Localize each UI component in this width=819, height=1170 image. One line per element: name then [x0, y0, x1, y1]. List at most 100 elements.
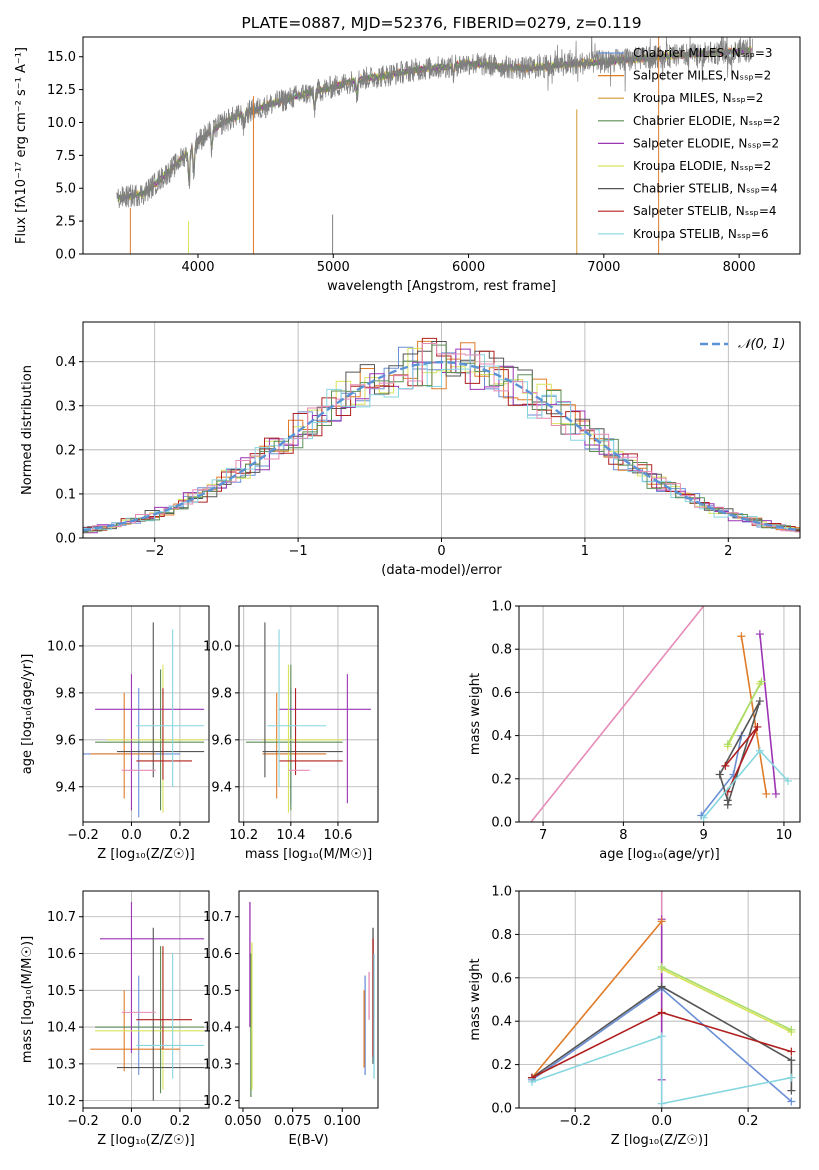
x-axis-label: Z [log₁₀(Z/Z☉)] [97, 847, 194, 862]
weight-marker [757, 677, 766, 686]
y-tick-label: 10.2 [47, 1094, 76, 1109]
y-tick-label: 10.0 [47, 639, 76, 654]
weight-line-0 [530, 606, 705, 822]
legend-entry: Kroupa STELIB, Nₛₛₚ=6 [633, 227, 769, 241]
x-tick-label: 8000 [723, 260, 756, 275]
x-axis-label: mass [log₁₀(M/M☉)] [245, 847, 372, 862]
residual-histogram-5 [83, 337, 800, 531]
age-vs-mass-points [246, 622, 371, 813]
y-tick-label: 0.4 [55, 355, 76, 370]
weight-marker [723, 796, 732, 805]
y-tick-label: 10.0 [203, 639, 232, 654]
y-tick-label: 10.3 [203, 1057, 232, 1072]
x-tick-label: 4000 [181, 260, 214, 275]
weight-marker [771, 789, 780, 798]
y-tick-label: 0.8 [491, 928, 512, 943]
legend: Chabrier MILES, Nₛₛₚ=3 Salpeter MILES, Nₛ… [598, 46, 780, 241]
y-tick-label: 0.0 [491, 816, 512, 831]
x-tick-label: −0.2 [67, 1114, 99, 1129]
residual-histogram-6 [83, 354, 800, 532]
x-tick-label: 10.6 [323, 828, 352, 843]
weight-line-2 [740, 636, 768, 795]
weight-line-4 [661, 968, 792, 1033]
x-tick-label: 10.4 [276, 828, 305, 843]
weight-marker [657, 1099, 666, 1108]
x-tick-label: 9 [700, 828, 708, 843]
weight-marker [787, 1097, 796, 1106]
y-tick-label: 10.4 [203, 1021, 232, 1036]
age-vs-mass-panel: 10.2 10.4 10.6 9.4 9.6 9.8 10.0 mass [log₁₀(M/M… [203, 605, 379, 862]
x-tick-label: 0.2 [738, 1114, 759, 1129]
normal-curve [83, 360, 798, 532]
x-tick-label: 0.2 [170, 1114, 191, 1129]
legend-entry: Kroupa ELODIE, Nₛₛₚ=2 [633, 159, 771, 173]
age-vs-Z-panel: −0.2 0.0 0.2 9.4 9.6 9.8 10.0 Z [log₁₀(Z/Z☉)] ag… [20, 605, 210, 862]
y-tick-label: 0.4 [491, 1015, 512, 1030]
observed-spectrum [116, 37, 754, 209]
x-tick-label: −0.2 [559, 1114, 591, 1129]
spectrum-lines [116, 37, 754, 254]
x-axis-label: Z [log₁₀(Z/Z☉)] [611, 1133, 708, 1148]
weight-marker [723, 740, 732, 749]
y-tick-label: 10.2 [203, 1094, 232, 1109]
weight-marker [721, 761, 730, 770]
x-tick-label: 6000 [452, 260, 485, 275]
axes-frame [238, 890, 379, 1109]
y-axis-label: Normed distribution [20, 365, 35, 495]
y-tick-label: 0.2 [491, 1058, 512, 1073]
x-tick-label: −1 [289, 544, 308, 559]
weight-marker [755, 630, 764, 639]
y-axis-label: mass weight [468, 673, 483, 755]
y-tick-label: 10.0 [47, 116, 76, 131]
x-axis-label: (data-model)/error [381, 563, 502, 578]
x-tick-label: 8 [619, 828, 627, 843]
legend-entry: 𝒩(0, 1) [738, 337, 785, 352]
axes-frame [518, 890, 801, 1109]
y-tick-label: 1.0 [491, 600, 512, 615]
x-tick-label: 0.0 [121, 828, 142, 843]
y-tick-label: 1.0 [491, 885, 512, 900]
x-tick-label: 10.2 [229, 828, 258, 843]
y-tick-label: 10.4 [47, 1021, 76, 1036]
x-tick-label: 0.2 [170, 828, 191, 843]
y-tick-label: 12.5 [47, 83, 76, 98]
spectrum-panel: 4000 5000 6000 7000 8000 0.0 2.5 5.0 7.5 10.0 12.5… [14, 14, 801, 294]
y-tick-label: 9.6 [55, 733, 76, 748]
mass-vs-ebv-panel: 0.050 0.075 0.100 10.2 10.3 10.4 10.5 10.6 10.7 E… [203, 890, 379, 1148]
y-tick-label: 0.6 [491, 686, 512, 701]
x-tick-label: −0.2 [67, 828, 99, 843]
x-axis-label: E(B-V) [288, 1133, 328, 1148]
y-tick-label: 7.5 [55, 149, 76, 164]
x-tick-label: 2 [724, 544, 732, 559]
x-tick-label: 0.0 [651, 1114, 672, 1129]
legend-entry: Chabrier ELODIE, Nₛₛₚ=2 [633, 114, 780, 128]
x-tick-label: 0.0 [121, 1114, 142, 1129]
weight-vs-Z-panel: −0.2 0.0 0.2 0.0 0.2 0.4 0.6 0.8 1.0 Z [log₁₀(Z/Z… [468, 885, 801, 1148]
y-tick-label: 9.8 [211, 686, 232, 701]
residuals-panel: −2 −1 0 1 2 0.0 0.1 0.2 0.3 0.4 (data-model)/error… [20, 321, 801, 578]
y-axis-label: age [log₁₀(age/yr)] [20, 654, 35, 775]
legend-entry: Salpeter MILES, Nₛₛₚ=2 [633, 69, 771, 83]
mass-vs-Z-panel: −0.2 0.0 0.2 10.2 10.3 10.4 10.5 10.6 10.7 Z [log… [20, 890, 210, 1148]
legend-entry: Salpeter ELODIE, Nₛₛₚ=2 [633, 136, 779, 150]
weight-marker [657, 917, 666, 926]
weight-marker [762, 789, 771, 798]
y-tick-label: 2.5 [55, 215, 76, 230]
y-tick-label: 0.2 [491, 772, 512, 787]
weight-marker [755, 746, 764, 755]
x-axis-label: wavelength [Angstrom, rest frame] [327, 279, 556, 294]
weight-vs-age-panel: 7 8 9 10 0.0 0.2 0.4 0.6 0.8 1.0 age [log₁₀(age/yr… [468, 600, 801, 862]
weight-line-2 [531, 920, 663, 1079]
y-tick-label: 9.6 [211, 733, 232, 748]
weight-marker [787, 1025, 796, 1034]
x-tick-label: 0.075 [274, 1114, 311, 1129]
y-tick-label: 9.4 [211, 780, 232, 795]
x-tick-label: 5000 [317, 260, 350, 275]
weight-marker [715, 770, 724, 779]
x-tick-label: 0.100 [324, 1114, 361, 1129]
weight-vs-age-lines [530, 606, 792, 822]
axes-frame [82, 605, 210, 823]
weight-marker [657, 1008, 666, 1017]
y-tick-label: 9.8 [55, 686, 76, 701]
